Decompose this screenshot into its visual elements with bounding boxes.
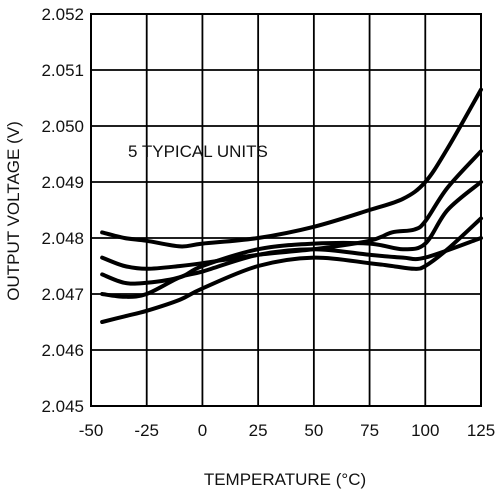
x-tick-label: -25: [134, 421, 159, 440]
series-line-unit-4: [100, 149, 483, 271]
series-lines: [100, 87, 483, 324]
x-tick-label: 125: [467, 421, 495, 440]
y-tick-label: 2.051: [41, 61, 84, 80]
y-tick-label: 2.048: [41, 229, 84, 248]
y-tick-label: 2.045: [41, 397, 84, 416]
plot-frame: [90, 13, 482, 407]
x-axis-label: TEMPERATURE (°C): [204, 470, 366, 489]
x-tick-label: 100: [411, 421, 439, 440]
series-line-unit-5: [100, 87, 483, 249]
y-axis-label: OUTPUT VOLTAGE (V): [4, 121, 23, 300]
y-tick-label: 2.052: [41, 5, 84, 24]
y-tick-label: 2.049: [41, 173, 84, 192]
y-tick-label: 2.047: [41, 285, 84, 304]
annotation-label: 5 TYPICAL UNITS: [128, 142, 268, 161]
series-line-unit-3: [100, 180, 483, 286]
y-tick-label: 2.050: [41, 117, 84, 136]
x-tick-label: 25: [249, 421, 268, 440]
x-tick-label: -50: [79, 421, 104, 440]
grid: [90, 13, 482, 407]
x-tick-label: 50: [304, 421, 323, 440]
y-tick-labels: 2.045 2.046 2.047 2.048 2.049 2.050 2.051 2.052: [41, 5, 84, 416]
x-tick-label: 0: [198, 421, 207, 440]
series-line-unit-1: [100, 216, 483, 324]
x-tick-label: 75: [360, 421, 379, 440]
x-tick-labels: -50 -25 0 25 50 75 100 125: [79, 421, 495, 440]
y-tick-label: 2.046: [41, 341, 84, 360]
